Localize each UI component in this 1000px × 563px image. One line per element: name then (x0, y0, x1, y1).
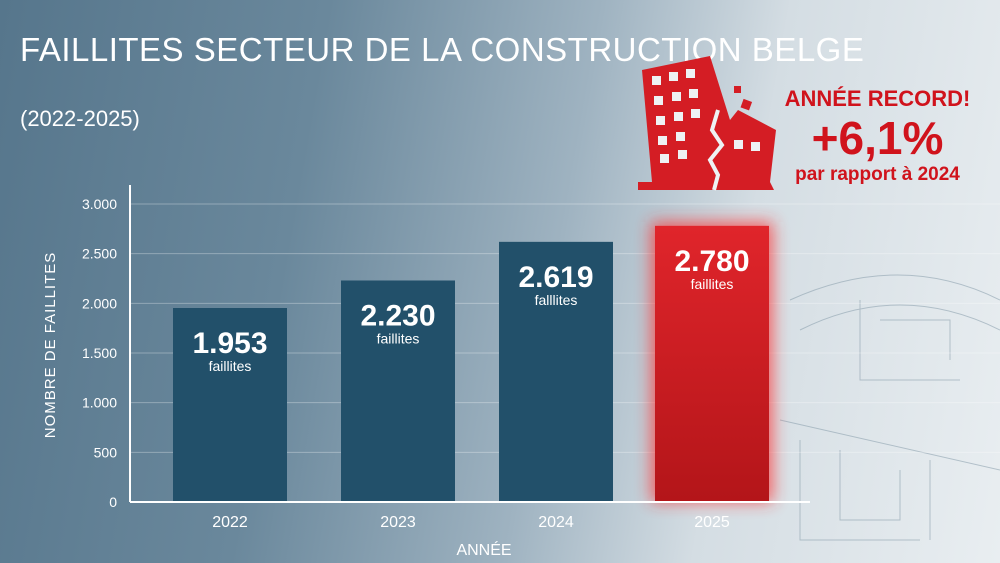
bar-2023 (341, 280, 455, 502)
y-axis-label: NOMBRE DE FAILLITES (42, 252, 59, 439)
y-tick-label: 0 (109, 494, 117, 510)
y-tick-label: 2.500 (82, 246, 117, 262)
bar-unit-label: faillites (691, 276, 734, 292)
y-tick-label: 500 (94, 444, 118, 460)
bar-2024 (499, 241, 613, 502)
blueprint-background (779, 274, 1000, 541)
bar-unit-label: faillites (209, 358, 252, 374)
bar-2022 (173, 308, 287, 502)
x-tick-label: 2025 (694, 514, 730, 531)
y-tick-label: 1.000 (82, 395, 117, 411)
chart-subtitle: (2022-2025) (20, 106, 140, 131)
bar-2025 (655, 225, 769, 502)
bar-value-label: 2.780 (674, 245, 749, 278)
x-axis-label: ANNÉE (456, 540, 511, 559)
record-headline: ANNÉE RECORD! (784, 86, 971, 111)
x-tick-label: 2023 (380, 514, 416, 531)
collapsing-building-icon (638, 56, 776, 191)
record-callout: ANNÉE RECORD! +6,1% par rapport à 2024 (770, 86, 985, 186)
y-tick-label: 2.000 (82, 295, 117, 311)
bar-unit-label: falllites (535, 292, 578, 308)
bar-value-label: 1.953 (192, 327, 267, 360)
y-tick-label: 1.500 (82, 345, 117, 361)
record-change: +6,1% (811, 112, 944, 164)
x-tick-label: 2022 (212, 514, 248, 531)
chart-title: FAILLITES SECTEUR DE LA CONSTRUCTION BEL… (20, 31, 865, 68)
y-tick-label: 3.000 (82, 196, 117, 212)
x-tick-label: 2024 (538, 514, 574, 531)
record-comparison: par rapport à 2024 (795, 164, 960, 185)
bar-unit-label: faillites (377, 330, 420, 346)
bar-value-label: 2.230 (360, 299, 435, 332)
bar-value-label: 2.619 (518, 261, 593, 294)
